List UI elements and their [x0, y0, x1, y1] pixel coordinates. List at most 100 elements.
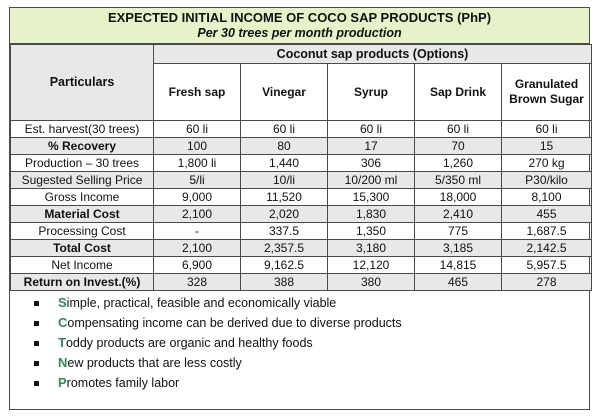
table-cell: 80: [240, 137, 328, 155]
particulars-header: Particulars: [10, 44, 154, 121]
table-row: Net Income 6,900 9,162.5 12,120 14,815 5,957.…: [10, 256, 593, 274]
table-cell: 60 li: [500, 120, 593, 138]
table-row: Total Cost 2,100 2,357.5 3,180 3,185 2,142.5: [10, 239, 593, 257]
table-cell: 306: [327, 154, 415, 172]
table-cell: 270 kg: [500, 154, 593, 172]
square-bullet-icon: [34, 321, 39, 326]
column-header: Fresh sap: [153, 63, 241, 121]
table-cell: 60 li: [414, 120, 502, 138]
document-frame: EXPECTED INITIAL INCOME OF COCO SAP PROD…: [9, 7, 593, 410]
table-cell: 8,100: [500, 188, 593, 206]
table-cell: 15,300: [327, 188, 415, 206]
table-row: Production – 30 trees 1,800 li 1,440 306 1,2…: [10, 154, 593, 172]
table-row: Gross Income 9,000 11,520 15,300 18,000 8,100: [10, 188, 593, 206]
lead-letter: P: [58, 375, 67, 390]
table-cell: 1,830: [327, 205, 415, 223]
column-header: Granulated Brown Sugar: [500, 63, 593, 121]
table-cell: -: [153, 222, 241, 240]
table-cell: 337.5: [240, 222, 328, 240]
table-cell: 1,260: [414, 154, 502, 172]
table-cell: 2,100: [153, 239, 241, 257]
table-cell: 15: [500, 137, 593, 155]
row-label: Material Cost: [10, 205, 154, 223]
note-text: ompensating income can be derived due to…: [67, 316, 402, 330]
table-cell: 1,350: [327, 222, 415, 240]
table-cell: 5,957.5: [500, 256, 593, 274]
table-cell: P30/kilo: [500, 171, 593, 189]
table-cell: 3,180: [327, 239, 415, 257]
table-cell: 100: [153, 137, 241, 155]
table-cell: 3,185: [414, 239, 502, 257]
table-cell: 9,000: [153, 188, 241, 206]
note-text: ew products that are less costly: [67, 356, 242, 370]
square-bullet-icon: [34, 341, 39, 346]
table-cell: 380: [327, 273, 415, 291]
note-text: romotes family labor: [66, 376, 180, 390]
table-row: Sugested Selling Price 5/li 10/li 10/200 ml…: [10, 171, 593, 189]
table-cell: 328: [153, 273, 241, 291]
table-cell: 18,000: [414, 188, 502, 206]
notes-list: Simple, practical, feasible and economic…: [10, 293, 589, 393]
table-cell: 1,440: [240, 154, 328, 172]
table-cell: 17: [327, 137, 415, 155]
table-cell: 278: [500, 273, 593, 291]
list-item: Compensating income can be derived due t…: [10, 313, 589, 333]
table-cell: 2,357.5: [240, 239, 328, 257]
square-bullet-icon: [34, 381, 39, 386]
table-cell: 465: [414, 273, 502, 291]
table-cell: 2,020: [240, 205, 328, 223]
table-cell: 12,120: [327, 256, 415, 274]
table-cell: 455: [500, 205, 593, 223]
row-label: Sugested Selling Price: [10, 171, 154, 189]
lead-letter: C: [58, 315, 68, 330]
income-table: Particulars Coconut sap products (Option…: [10, 44, 593, 291]
table-cell: 5/li: [153, 171, 241, 189]
row-label: Gross Income: [10, 188, 154, 206]
row-label: Production – 30 trees: [10, 154, 154, 172]
table-cell: 70: [414, 137, 502, 155]
lead-letter: T: [58, 335, 66, 350]
row-label: Total Cost: [10, 239, 154, 257]
square-bullet-icon: [34, 361, 39, 366]
note-text: imple, practical, feasible and economica…: [66, 296, 337, 310]
table-cell: 1,687.5: [500, 222, 593, 240]
title-block: EXPECTED INITIAL INCOME OF COCO SAP PROD…: [10, 8, 589, 44]
table-cell: 10/li: [240, 171, 328, 189]
lead-letter: N: [58, 355, 68, 370]
table-cell: 2,100: [153, 205, 241, 223]
table-cell: 14,815: [414, 256, 502, 274]
list-item: Simple, practical, feasible and economic…: [10, 293, 589, 313]
row-label: Processing Cost: [10, 222, 154, 240]
table-cell: 60 li: [240, 120, 328, 138]
table-cell: 60 li: [153, 120, 241, 138]
table-cell: 9,162.5: [240, 256, 328, 274]
table-row: Processing Cost -337.5 1,350 775 1,687.5: [10, 222, 593, 240]
square-bullet-icon: [34, 301, 39, 306]
lead-letter: S: [58, 295, 67, 310]
table-cell: 2,142.5: [500, 239, 593, 257]
table-cell: 10/200 ml: [327, 171, 415, 189]
row-label: Net Income: [10, 256, 154, 274]
table-cell: 388: [240, 273, 328, 291]
table-cell: 11,520: [240, 188, 328, 206]
table-row: Material Cost 2,100 2,020 1,830 2,410 455: [10, 205, 593, 223]
note-text: oddy products are organic and healthy fo…: [65, 336, 313, 350]
table-row: % Recovery 100 80 17 70 15: [10, 137, 593, 155]
row-label: % Recovery: [10, 137, 154, 155]
list-item: Promotes family labor: [10, 373, 589, 393]
table-cell: 60 li: [327, 120, 415, 138]
page-title: EXPECTED INITIAL INCOME OF COCO SAP PROD…: [107, 10, 492, 25]
list-item: Toddy products are organic and healthy f…: [10, 333, 589, 353]
table-cell: 775: [414, 222, 502, 240]
list-item: New products that are less costly: [10, 353, 589, 373]
table-row: Return on Invest.(%) 328 388 380 465 278: [10, 273, 593, 291]
column-header: Sap Drink: [414, 63, 502, 121]
table-body: Est. harvest(30 trees) 60 li 60 li 60 li 60 …: [10, 120, 593, 291]
column-header: Vinegar: [240, 63, 328, 121]
table-cell: 6,900: [153, 256, 241, 274]
table-cell: 2,410: [414, 205, 502, 223]
page-subtitle: Per 30 trees per month production: [197, 26, 402, 40]
column-header: Syrup: [327, 63, 415, 121]
notes-section: Simple, practical, feasible and economic…: [10, 291, 589, 393]
row-label: Est. harvest(30 trees): [10, 120, 154, 138]
